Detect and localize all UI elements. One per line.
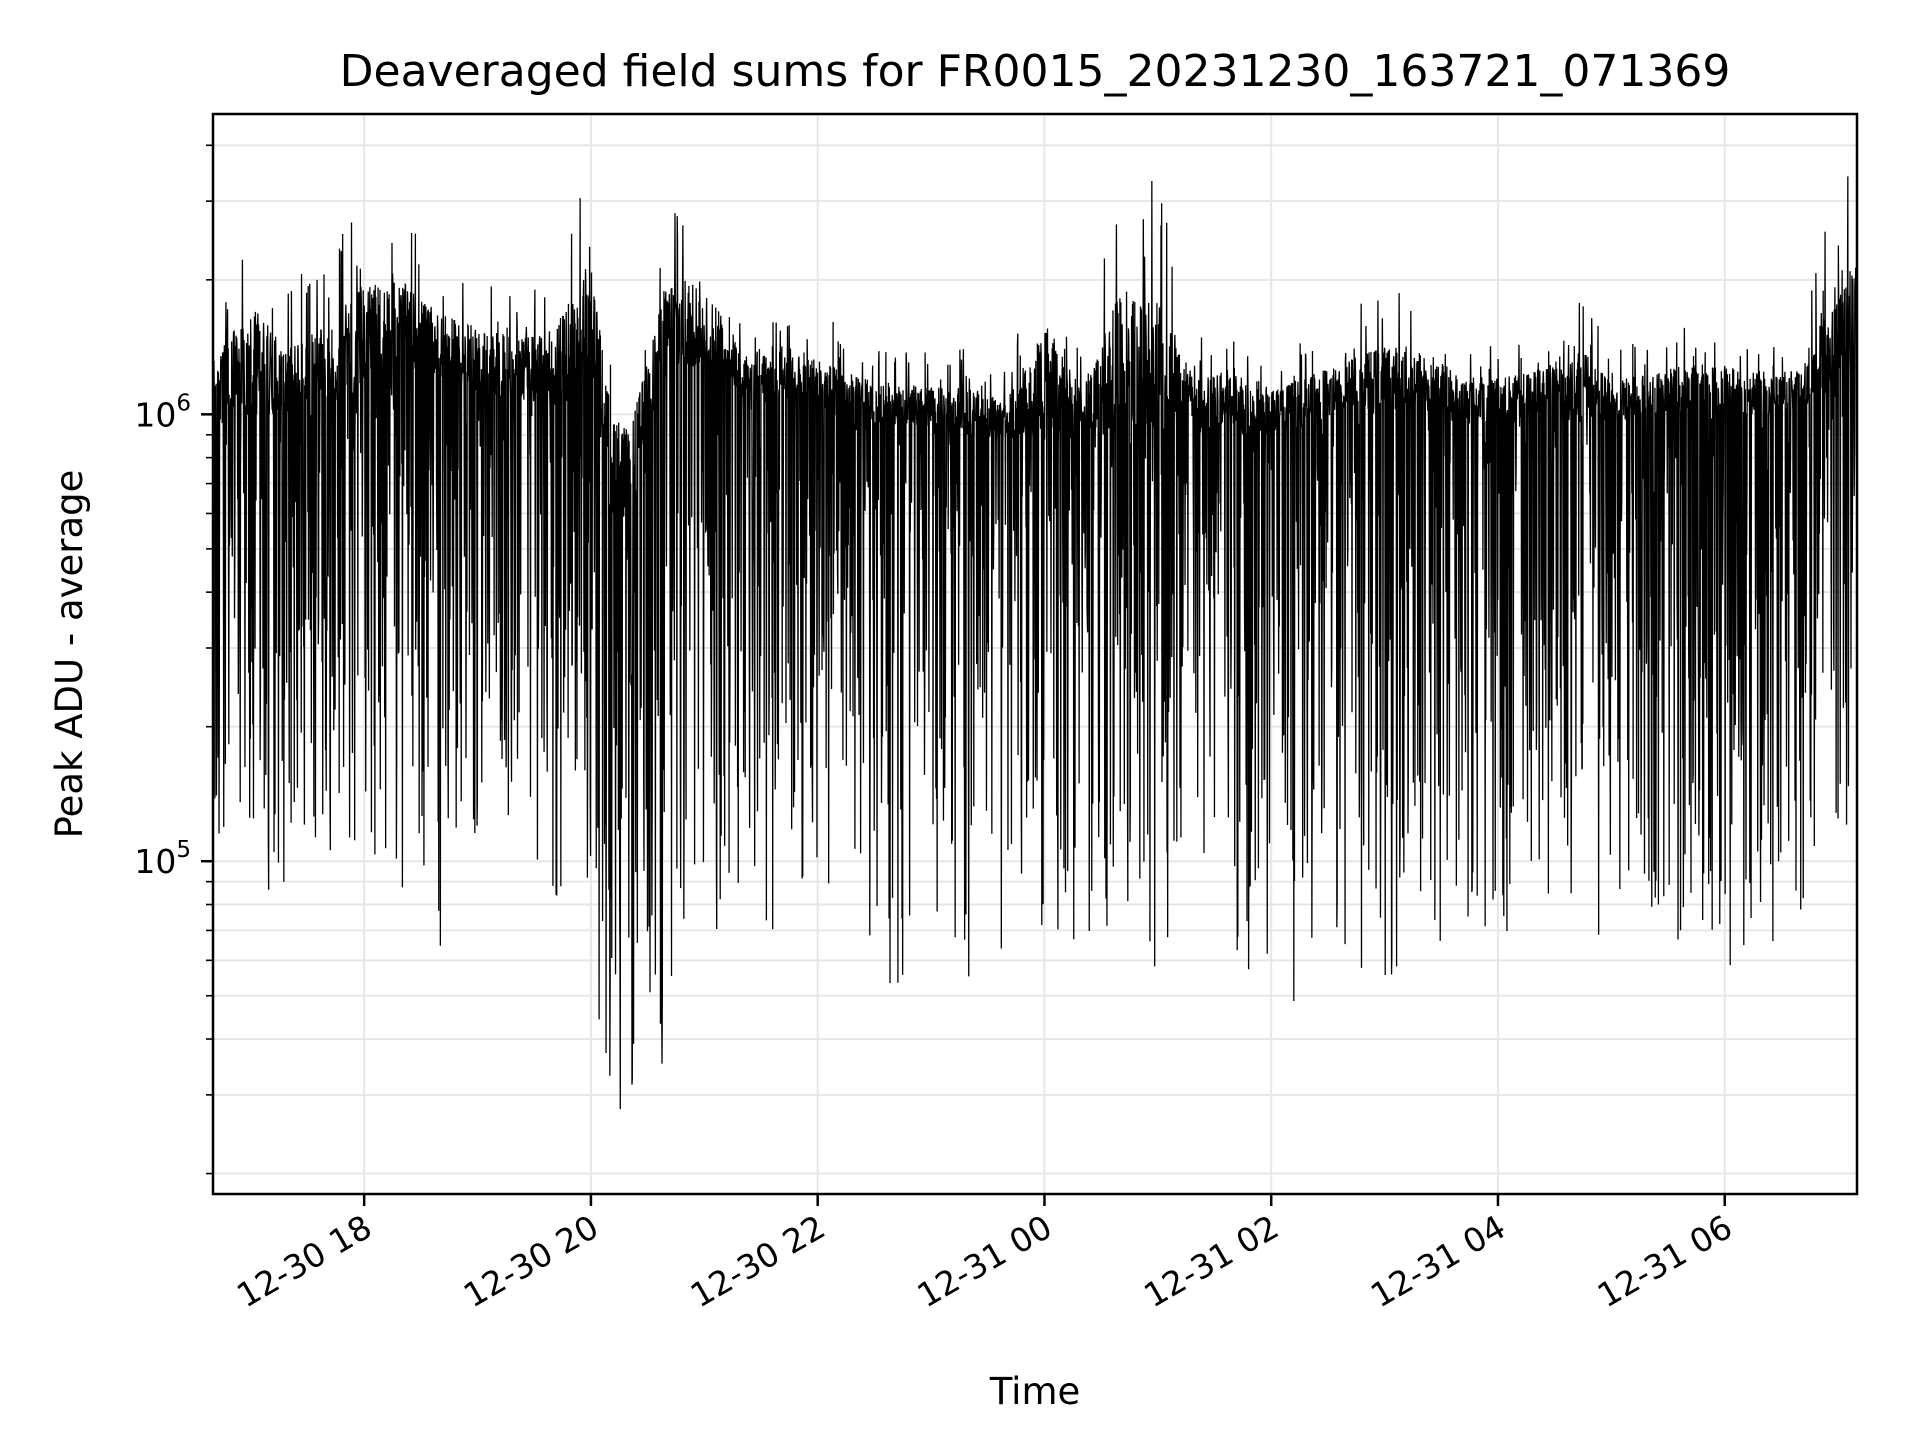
x-tick-label: 12-30 20	[457, 1207, 605, 1315]
x-axis-label: Time	[989, 1370, 1081, 1413]
y-axis-label: Peak ADU - average	[48, 470, 91, 839]
x-tick-label: 12-31 00	[910, 1207, 1058, 1315]
y-tick-label: 105	[134, 837, 191, 881]
data-layer	[212, 176, 1858, 1110]
x-tick-label: 12-31 02	[1137, 1207, 1285, 1315]
chart-title: Deaveraged field sums for FR0015_2023123…	[340, 46, 1731, 97]
plot-frame	[211, 112, 1859, 1196]
x-tick-label: 12-30 22	[684, 1207, 832, 1315]
series-line	[212, 176, 1858, 1110]
x-tick-label: 12-31 04	[1364, 1207, 1512, 1315]
x-tick-label: 12-30 18	[230, 1207, 378, 1315]
y-tick-label: 106	[134, 390, 191, 434]
x-tick-label: 12-31 06	[1591, 1207, 1739, 1315]
